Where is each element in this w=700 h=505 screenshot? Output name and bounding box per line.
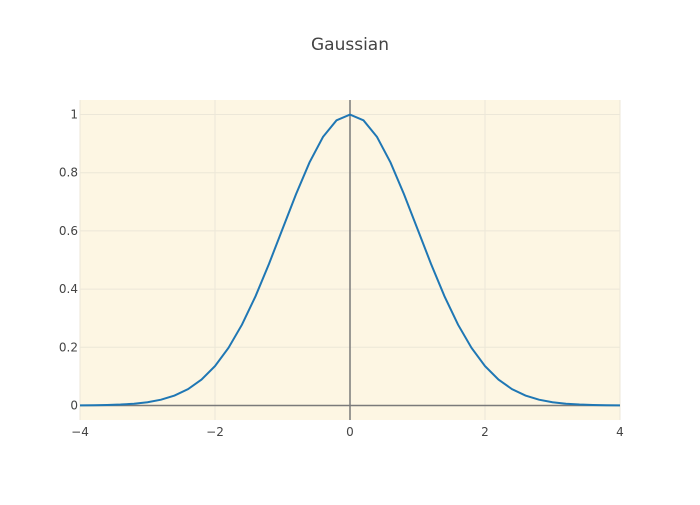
chart-title: Gaussian (311, 35, 389, 55)
x-tick-label: 0 (346, 425, 354, 439)
y-tick-label: 0.8 (59, 166, 78, 180)
x-tick-label: 4 (616, 425, 624, 439)
gaussian-series-line (79, 113, 621, 407)
y-tick-label: 0.6 (59, 224, 78, 238)
y-tick-label: 0 (70, 398, 78, 412)
zero-lines (80, 100, 620, 420)
x-axis-ticks: −4 −2 0 2 4 (71, 425, 624, 439)
x-tick-label: −2 (206, 425, 224, 439)
y-tick-label: 0.2 (59, 340, 78, 354)
y-tick-label: 0.4 (59, 282, 78, 296)
y-tick-label: 1 (70, 108, 78, 122)
y-axis-ticks: 0 0.2 0.4 0.6 0.8 1 (59, 108, 78, 413)
x-tick-label: 2 (481, 425, 489, 439)
x-tick-label: −4 (71, 425, 89, 439)
